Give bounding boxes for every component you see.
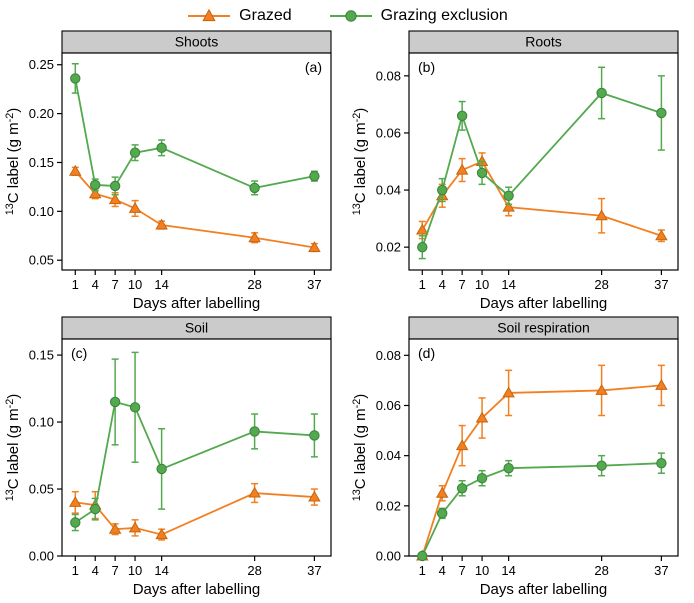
svg-text:Roots: Roots bbox=[525, 34, 562, 50]
svg-text:1: 1 bbox=[418, 277, 425, 292]
svg-text:Soil: Soil bbox=[184, 320, 207, 336]
svg-text:0.00: 0.00 bbox=[375, 549, 400, 564]
svg-text:0.20: 0.20 bbox=[28, 106, 53, 121]
svg-text:14: 14 bbox=[154, 563, 168, 578]
legend-item-grazing-exclusion: Grazing exclusion bbox=[328, 7, 508, 25]
svg-text:10: 10 bbox=[474, 563, 488, 578]
svg-text:4: 4 bbox=[438, 277, 445, 292]
svg-text:0.06: 0.06 bbox=[375, 398, 400, 413]
legend-label-grazed: Grazed bbox=[239, 7, 292, 24]
svg-text:4: 4 bbox=[438, 563, 445, 578]
svg-text:0.04: 0.04 bbox=[375, 183, 400, 198]
svg-text:37: 37 bbox=[307, 277, 321, 292]
svg-text:13C label (g m-2): 13C label (g m-2) bbox=[351, 394, 369, 501]
svg-text:13C label (g m-2): 13C label (g m-2) bbox=[4, 108, 22, 215]
svg-text:0.08: 0.08 bbox=[375, 68, 400, 83]
svg-text:14: 14 bbox=[154, 277, 168, 292]
svg-text:0.02: 0.02 bbox=[375, 240, 400, 255]
svg-text:Soil respiration: Soil respiration bbox=[497, 320, 590, 336]
svg-text:(b): (b) bbox=[418, 59, 435, 75]
svg-text:7: 7 bbox=[111, 563, 118, 578]
svg-text:14: 14 bbox=[501, 563, 515, 578]
svg-text:(a): (a) bbox=[304, 59, 321, 75]
svg-text:4: 4 bbox=[91, 563, 98, 578]
svg-text:28: 28 bbox=[247, 277, 261, 292]
svg-text:Days after labelling: Days after labelling bbox=[132, 295, 260, 312]
svg-text:1: 1 bbox=[71, 277, 78, 292]
svg-text:28: 28 bbox=[594, 277, 608, 292]
legend-item-grazed: Grazed bbox=[186, 7, 292, 25]
svg-text:13C label (g m-2): 13C label (g m-2) bbox=[351, 108, 369, 215]
svg-text:0.04: 0.04 bbox=[375, 448, 400, 463]
svg-text:4: 4 bbox=[91, 277, 98, 292]
svg-text:Days after labelling: Days after labelling bbox=[479, 295, 607, 312]
svg-text:14: 14 bbox=[501, 277, 515, 292]
svg-text:28: 28 bbox=[247, 563, 261, 578]
svg-text:7: 7 bbox=[111, 277, 118, 292]
svg-text:10: 10 bbox=[474, 277, 488, 292]
svg-text:0.10: 0.10 bbox=[28, 204, 53, 219]
svg-text:28: 28 bbox=[594, 563, 608, 578]
svg-text:Shoots: Shoots bbox=[174, 34, 218, 50]
svg-text:7: 7 bbox=[458, 563, 465, 578]
svg-text:0.05: 0.05 bbox=[28, 253, 53, 268]
svg-text:(c): (c) bbox=[71, 345, 87, 361]
svg-text:1: 1 bbox=[71, 563, 78, 578]
svg-text:10: 10 bbox=[127, 277, 141, 292]
legend: Grazed Grazing exclusion bbox=[0, 3, 694, 29]
svg-text:0.10: 0.10 bbox=[28, 415, 53, 430]
svg-text:Days after labelling: Days after labelling bbox=[132, 581, 260, 598]
svg-text:0.15: 0.15 bbox=[28, 155, 53, 170]
svg-text:0.25: 0.25 bbox=[28, 57, 53, 72]
svg-text:13C label (g m-2): 13C label (g m-2) bbox=[4, 394, 22, 501]
svg-text:37: 37 bbox=[654, 277, 668, 292]
svg-text:37: 37 bbox=[307, 563, 321, 578]
svg-text:0.00: 0.00 bbox=[28, 549, 53, 564]
svg-text:10: 10 bbox=[127, 563, 141, 578]
svg-text:1: 1 bbox=[418, 563, 425, 578]
grazed-triangle-marker-icon bbox=[188, 8, 231, 22]
svg-text:0.08: 0.08 bbox=[375, 348, 400, 363]
svg-text:7: 7 bbox=[458, 277, 465, 292]
svg-text:Days after labelling: Days after labelling bbox=[479, 581, 607, 598]
grazing-exclusion-circle-marker-icon bbox=[329, 10, 372, 22]
svg-text:37: 37 bbox=[654, 563, 668, 578]
svg-text:0.02: 0.02 bbox=[375, 498, 400, 513]
svg-text:0.05: 0.05 bbox=[28, 482, 53, 497]
panel-grid: Shoots 0.05 0.10 0.15 0.20 0.25 1 4 7 10 14 28 37 Day… bbox=[0, 30, 694, 602]
svg-text:(d): (d) bbox=[418, 345, 435, 361]
legend-label-grazing-exclusion: Grazing exclusion bbox=[380, 7, 508, 24]
svg-text:0.06: 0.06 bbox=[375, 125, 400, 140]
svg-text:0.15: 0.15 bbox=[28, 348, 53, 363]
